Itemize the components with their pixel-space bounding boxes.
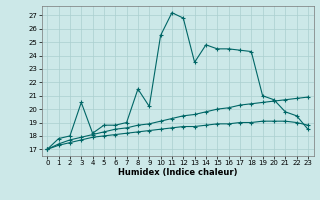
- X-axis label: Humidex (Indice chaleur): Humidex (Indice chaleur): [118, 168, 237, 177]
